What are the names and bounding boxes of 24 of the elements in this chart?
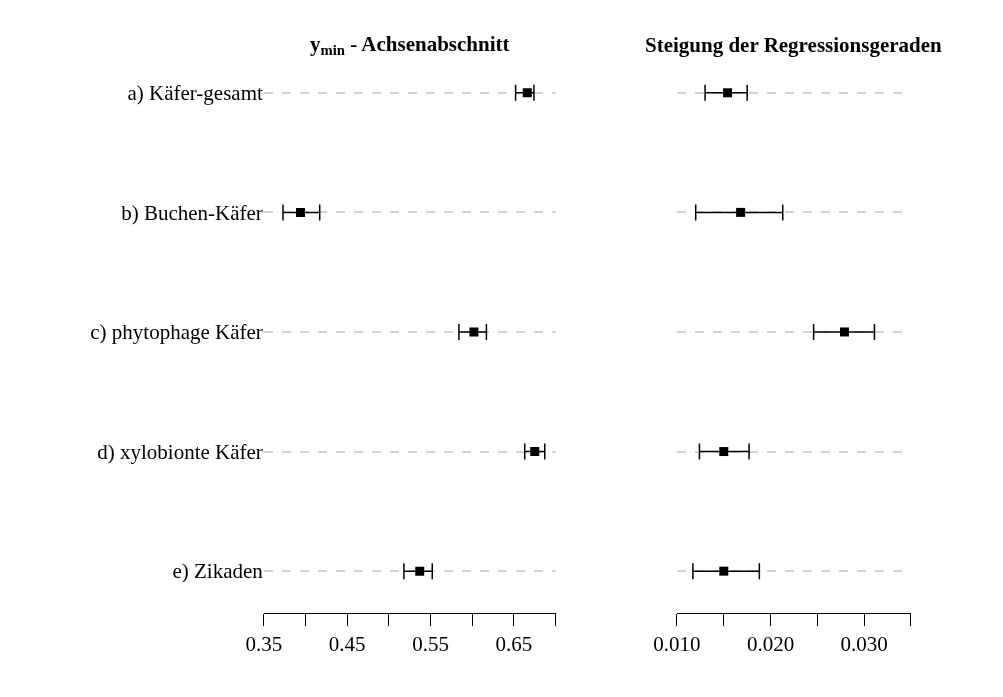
point (719, 566, 729, 576)
point (723, 88, 733, 98)
y-tick-label: d) xylobionte Käfer (97, 439, 263, 464)
x-tick-label: 0.45 (328, 632, 366, 657)
x-tick-label: 0.020 (746, 632, 795, 657)
y-tick-label: c) phytophage Käfer (90, 320, 263, 345)
y-tick-label: e) Zikaden (172, 559, 264, 584)
point (296, 207, 306, 217)
x-tick-label: 0.55 (412, 632, 449, 657)
chart-title: Steigung der Regressionsgeraden (645, 33, 943, 57)
point (840, 327, 850, 337)
point (736, 207, 746, 217)
x-tick-label: 0.030 (840, 632, 888, 657)
point (469, 327, 479, 337)
x-tick-label: 0.35 (245, 632, 283, 657)
point (415, 566, 425, 576)
x-tick-label: 0.65 (495, 632, 533, 657)
x-tick-label: 0.010 (653, 632, 701, 657)
point (719, 447, 729, 457)
y-tick-label: a) Käfer-gesamt (127, 81, 264, 106)
point (530, 447, 540, 457)
point (522, 88, 532, 98)
y-tick-label: b) Buchen-Käfer (121, 200, 263, 225)
chart-title: y$_{min}$ - Achsenabschnitt (310, 32, 510, 59)
